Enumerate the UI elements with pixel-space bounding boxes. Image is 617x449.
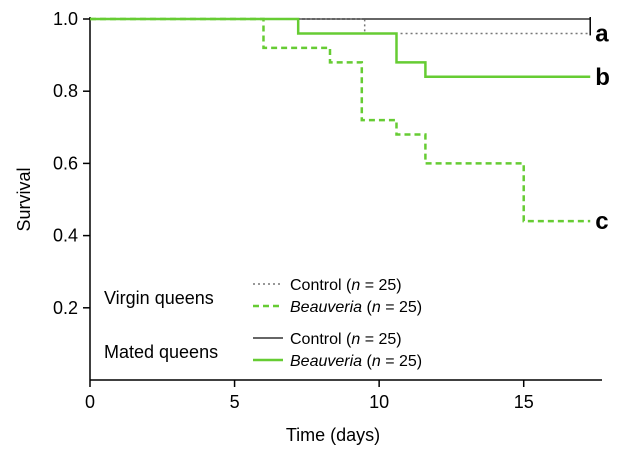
legend-entry-n-open: ( [346,277,352,294]
legend-entry-virgin-beauveria: Beauveria (n = 25) [290,299,422,316]
legend-entry-n-value: = 25) [365,331,402,348]
significance-letter: b [595,64,610,91]
legend-entry-n-open: ( [367,299,373,316]
x-tick-label: 0 [85,392,95,412]
legend-entry-n-label: n [351,331,360,348]
legend-entry-name: Control [290,331,342,348]
y-axis-title: Survival [14,167,34,231]
legend-entry-n-value: = 25) [385,299,422,316]
series-virgin-beauveria [90,17,591,223]
legend-entry-n-value: = 25) [365,277,402,294]
y-tick-label: 1.0 [53,9,78,29]
legend-entry-name: Control [290,277,342,294]
legend-group-label-mated: Mated queens [104,342,218,362]
legend: Virgin queens Control (n = 25) Beauveria… [104,277,422,370]
significance-letters: ab c [595,20,610,235]
x-tick-label: 5 [230,392,240,412]
legend-entry-virgin-control: Control (n = 25) [290,277,402,294]
legend-entry-n-label: n [372,299,381,316]
axes: 0.2 0.4 0.6 0.8 1.0 0 5 10 15 [53,9,602,412]
significance-letter: a [595,20,609,47]
legend-entry-name: Beauveria [290,353,362,370]
y-tick-label: 0.2 [53,298,78,318]
series-virgin-control [90,18,591,35]
y-ticks: 0.2 0.4 0.6 0.8 1.0 [53,9,90,318]
legend-entry-mated-beauveria: Beauveria (n = 25) [290,353,422,370]
legend-entry-n-label: n [372,353,381,370]
y-tick-label: 0.4 [53,226,78,246]
x-ticks: 0 5 10 15 [85,380,534,412]
legend-entry-n-open: ( [367,353,373,370]
legend-entry-n-open: ( [346,331,352,348]
legend-entry-n-label: n [351,277,360,294]
y-tick-label: 0.8 [53,81,78,101]
legend-entry-name: Beauveria [290,299,362,316]
significance-letter: c [595,208,608,235]
series-mated-beauveria [90,17,591,79]
x-tick-label: 15 [514,392,534,412]
x-tick-label: 10 [369,392,389,412]
legend-entry-mated-control: Control (n = 25) [290,331,402,348]
y-tick-label: 0.6 [53,153,78,173]
legend-group-label-virgin: Virgin queens [104,288,214,308]
series-layer [90,17,591,223]
x-axis-title: Time (days) [286,425,380,445]
legend-entry-n-value: = 25) [385,353,422,370]
